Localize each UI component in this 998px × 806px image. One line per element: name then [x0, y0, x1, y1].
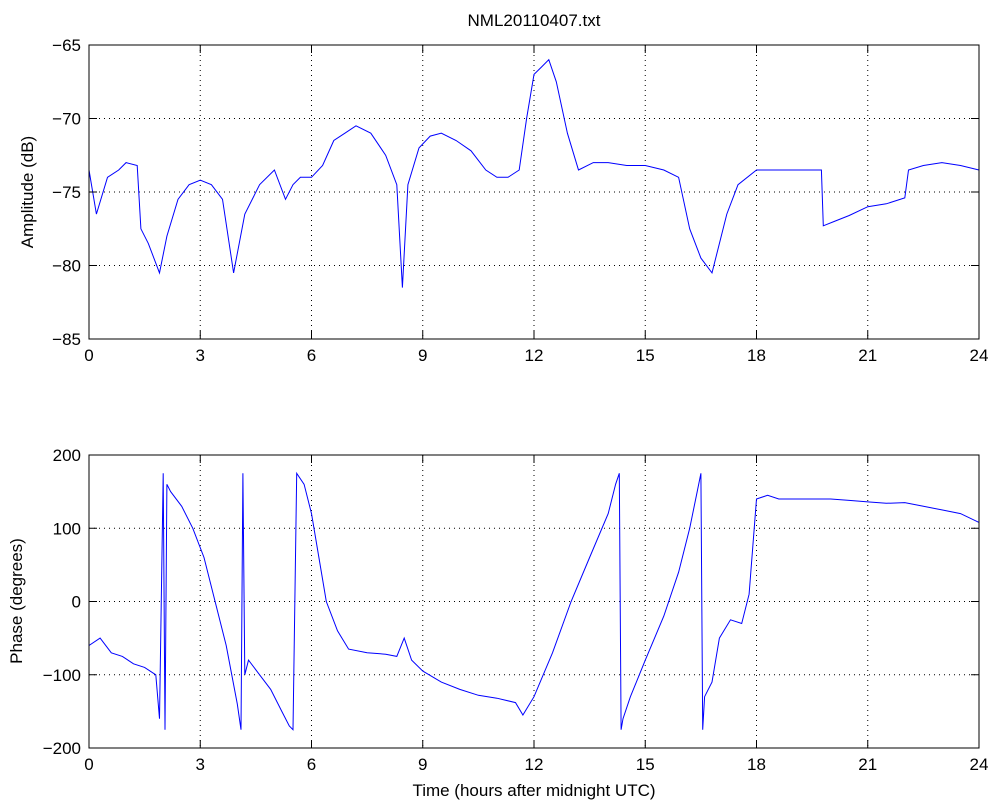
phase-y-axis-label: Phase (degrees): [7, 538, 26, 664]
phase-y-tick-label: 200: [53, 446, 81, 465]
amplitude-x-tick-label: 3: [196, 346, 205, 365]
phase-x-tick-label: 21: [858, 755, 877, 774]
phase-y-tick-label: −200: [43, 739, 81, 758]
amplitude-y-tick-label: −80: [52, 257, 81, 276]
amplitude-y-tick-label: −70: [52, 110, 81, 129]
phase-y-tick-label: 0: [72, 593, 81, 612]
phase-x-tick-label: 0: [84, 755, 93, 774]
amplitude-x-tick-label: 0: [84, 346, 93, 365]
amplitude-grid: [89, 45, 979, 339]
amplitude-x-tick-label: 6: [307, 346, 316, 365]
amplitude-x-tick-label: 18: [747, 346, 766, 365]
phase-x-tick-label: 18: [747, 755, 766, 774]
amplitude-y-tick-label: −65: [52, 36, 81, 55]
phase-x-tick-label: 9: [418, 755, 427, 774]
x-axis-label: Time (hours after midnight UTC): [412, 781, 655, 800]
amplitude-series-line: [88, 58, 980, 288]
phase-x-tick-label: 15: [636, 755, 655, 774]
amplitude-y-tick-label: −85: [52, 330, 81, 349]
phase-ticks: 0 3 6 9 12 15 18 21 24 −200 −100 0 100 200: [43, 446, 989, 774]
amplitude-x-tick-label: 21: [858, 346, 877, 365]
phase-series-line: [88, 471, 980, 731]
amplitude-x-tick-label: 15: [636, 346, 655, 365]
amplitude-x-tick-label: 9: [418, 346, 427, 365]
phase-y-tick-label: −100: [43, 666, 81, 685]
phase-grid: [89, 455, 979, 748]
phase-x-tick-label: 12: [525, 755, 544, 774]
chart-title: NML20110407.txt: [468, 11, 601, 30]
phase-x-tick-label: 6: [307, 755, 316, 774]
amplitude-x-tick-label: 12: [525, 346, 544, 365]
amplitude-y-axis-label: Amplitude (dB): [18, 136, 37, 248]
phase-panel: Time (hours after midnight UTC) Phase (d…: [7, 446, 988, 800]
phase-x-tick-label: 24: [970, 755, 989, 774]
phase-x-tick-label: 3: [196, 755, 205, 774]
amplitude-ticks: 0 3 6 9 12 15 18 21 24 −85 −80 −75 −70 −65: [52, 36, 988, 365]
amplitude-y-tick-label: −75: [52, 183, 81, 202]
amplitude-x-tick-label: 24: [970, 346, 989, 365]
phase-y-tick-label: 100: [53, 519, 81, 538]
amplitude-panel: NML20110407.txt Amplitude (dB) 0 3 6 9 12 15 1…: [18, 11, 988, 365]
